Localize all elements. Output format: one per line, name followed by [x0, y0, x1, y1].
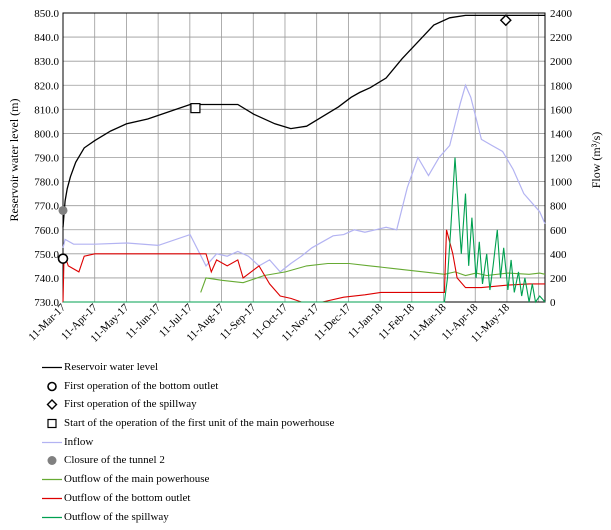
legend-spillway-outflow: Outflow of the spillway: [40, 508, 600, 527]
y-left-tick-label: 770.0: [34, 201, 59, 213]
powerhouse-marker: [190, 103, 201, 114]
legend-label: Start of the operation of the first unit…: [64, 417, 335, 430]
legend-bottom-outlet-outflow: Outflow of the bottom outlet: [40, 489, 600, 508]
tunnel-closure-marker: [58, 205, 68, 215]
right-axis: 0 200 400 600 800 1000 1200 1400 1600 1800 2000 220…: [550, 8, 573, 309]
y-left-tick-label: 840.0: [34, 32, 59, 44]
legend-inflow: Inflow: [40, 433, 600, 452]
legend-swatch: [47, 381, 57, 391]
legend-swatch: [47, 418, 57, 429]
y-axis-right-title: Flow (m³/s): [589, 132, 603, 189]
legend-powerhouse-start: Start of the operation of the first unit…: [40, 414, 600, 433]
legend-swatch: [42, 478, 62, 481]
legend-label: Closure of the tunnel 2: [64, 454, 165, 467]
y-left-tick-label: 850.0: [34, 8, 59, 20]
y-right-tick-label: 400: [550, 249, 567, 261]
y-right-tick-label: 1800: [550, 80, 573, 92]
legend-label: Outflow of the spillway: [64, 510, 169, 523]
grid: [62, 12, 545, 303]
y-right-tick-label: 0: [550, 297, 556, 309]
legend-label: Outflow of the bottom outlet: [64, 491, 191, 504]
y-left-tick-label: 750.0: [34, 249, 59, 261]
left-axis: 730.0 740.0 750.0 760.0 770.0 780.0 790.0 800.0…: [34, 8, 59, 309]
y-right-tick-label: 1400: [550, 128, 573, 140]
y-left-tick-label: 740.0: [34, 273, 59, 285]
legend-tunnel-closure: Closure of the tunnel 2: [40, 451, 600, 470]
y-right-tick-label: 1600: [550, 104, 573, 116]
y-left-tick-label: 760.0: [34, 225, 59, 237]
y-left-tick-label: 800.0: [34, 128, 59, 140]
spillway-outflow-line: [63, 157, 546, 304]
x-tick-label: 11-Jun-17: [124, 301, 164, 341]
chart-svg: 730.0 740.0 750.0 760.0 770.0 780.0 790.0 800.0…: [7, 8, 603, 345]
legend-label: Outflow of the main powerhouse: [64, 473, 210, 486]
legend-label: First operation of the bottom outlet: [64, 379, 219, 392]
legend-water-level: Reservoir water level: [40, 358, 600, 377]
y-right-tick-label: 1000: [550, 177, 573, 189]
legend: Reservoir water level First operation of …: [40, 358, 600, 526]
legend-swatch: [42, 497, 62, 499]
legend-swatch: [47, 456, 57, 466]
y-left-tick-label: 790.0: [34, 153, 59, 165]
markers-layer: [57, 14, 512, 264]
y-right-tick-label: 2200: [550, 32, 573, 44]
powerhouse-outflow-line: [200, 262, 546, 293]
y-right-tick-label: 800: [550, 201, 567, 213]
y-left-tick-label: 730.0: [34, 297, 59, 309]
legend-label: Inflow: [64, 435, 94, 448]
y-left-tick-label: 810.0: [34, 104, 59, 116]
legend-swatch: [42, 366, 62, 369]
y-left-tick-label: 820.0: [34, 80, 59, 92]
spillway-marker: [499, 14, 512, 27]
y-right-tick-label: 600: [550, 225, 567, 237]
legend-swatch: [46, 399, 58, 411]
x-axis: 11-Mar-1711-Apr-1711-May-1711-Jun-1711-J…: [26, 301, 512, 345]
bottom-outlet-outflow-line: [62, 229, 545, 303]
series-layer: [62, 14, 546, 304]
y-left-tick-label: 830.0: [34, 56, 59, 68]
legend-swatch: [42, 441, 62, 443]
water-level-line: [62, 14, 545, 228]
legend-label: First operation of the spillway: [64, 398, 197, 411]
y-left-tick-label: 780.0: [34, 177, 59, 189]
y-right-tick-label: 200: [550, 273, 567, 285]
legend-spillway: First operation of the spillway: [40, 395, 600, 414]
legend-powerhouse-outflow: Outflow of the main powerhouse: [40, 470, 600, 489]
y-axis-left-title: Reservoir water level (m): [7, 99, 21, 222]
y-right-tick-label: 2000: [550, 56, 573, 68]
bottom-outlet-marker: [57, 253, 69, 264]
y-right-tick-label: 2400: [550, 8, 573, 20]
y-right-tick-label: 1200: [550, 153, 573, 165]
legend-swatch: [42, 516, 62, 518]
legend-bottom-outlet: First operation of the bottom outlet: [40, 377, 600, 396]
legend-label: Reservoir water level: [64, 361, 159, 373]
inflow-line: [62, 83, 546, 273]
